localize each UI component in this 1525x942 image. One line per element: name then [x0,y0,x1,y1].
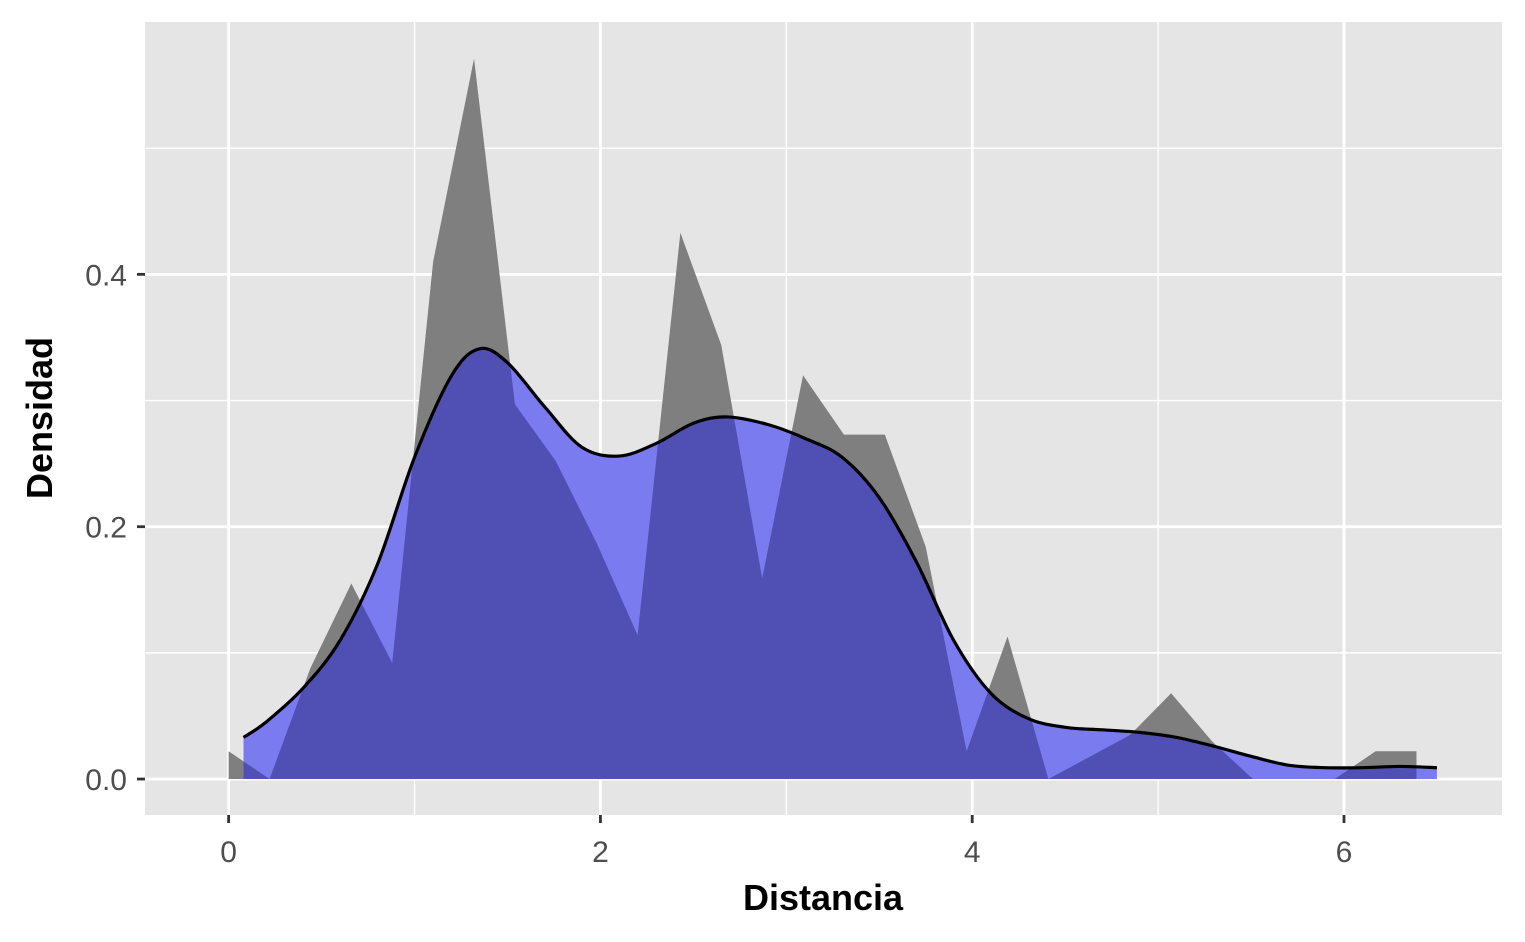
axis-ticks [137,272,1346,823]
density-line [242,346,1437,770]
x-axis-tick-labels: 0 2 4 6 [220,836,1352,869]
x-tick-label: 4 [964,836,981,869]
x-axis-title: Distancia [743,877,904,918]
chart-marks [228,58,1437,780]
overlap-area [243,348,1417,780]
x-tick-label: 2 [592,836,609,869]
x-tick-label: 0 [220,836,237,869]
x-tick-label: 6 [1336,836,1353,869]
y-axis-title: Densidad [19,337,60,499]
y-tick-label: 0.4 [85,259,127,292]
y-axis-tick-labels: 0.0 0.2 0.4 [85,259,127,797]
y-tick-label: 0.2 [85,512,127,545]
y-tick-label: 0.0 [85,764,127,797]
